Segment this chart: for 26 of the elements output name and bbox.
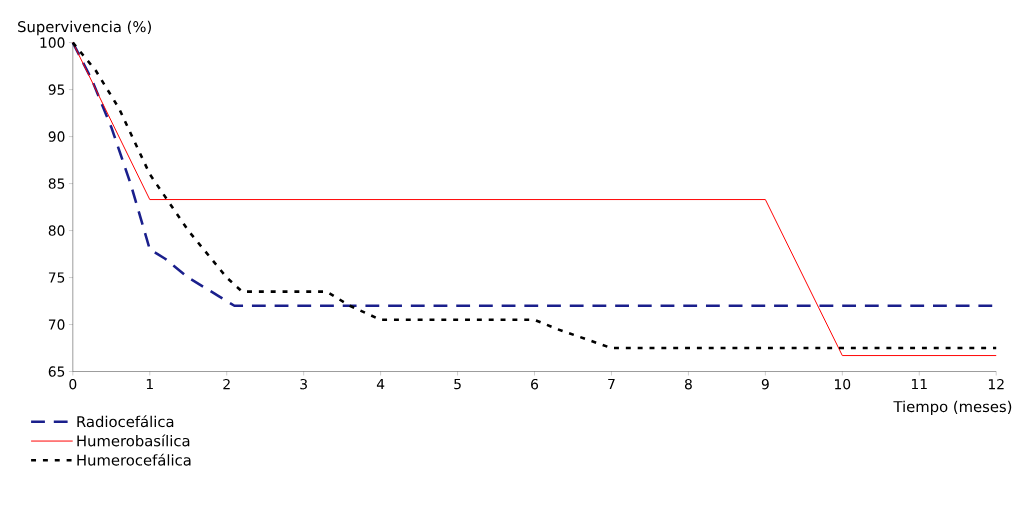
y-tick-label: 75 (48, 272, 65, 283)
y-tick-label: 85 (48, 178, 65, 189)
y-tick-label: 95 (48, 84, 65, 95)
x-tick-label: 0 (69, 378, 77, 390)
x-tick-label: 12 (988, 378, 1004, 390)
x-tick-label: 1 (146, 378, 153, 389)
y-tick-label: 100 (40, 37, 65, 48)
x-tick-label: 4 (376, 378, 385, 389)
x-tick-label: 3 (300, 378, 307, 390)
legend-label: Humerobasílica (77, 434, 190, 447)
x-tick-label: 2 (223, 378, 230, 390)
legend-label: Radiocefálica (77, 415, 174, 428)
y-axis-title: Supervivencia (%) (18, 20, 151, 36)
x-tick-label: 5 (454, 378, 461, 390)
y-tick-label: 65 (48, 366, 65, 377)
y-tick-label: 70 (48, 319, 65, 330)
x-tick-label: 6 (531, 378, 539, 390)
y-tick-label: 80 (48, 225, 65, 236)
x-tick-label: 7 (608, 378, 615, 389)
legend-label: Humerocefálica (77, 453, 191, 466)
x-tick-label: 11 (911, 378, 927, 389)
x-tick-label: 10 (835, 378, 851, 390)
x-axis-title: Tiempo (meses) (893, 400, 1012, 415)
x-tick-label: 8 (684, 378, 692, 390)
x-tick-label: 9 (761, 378, 769, 390)
y-tick-label: 90 (48, 131, 65, 142)
